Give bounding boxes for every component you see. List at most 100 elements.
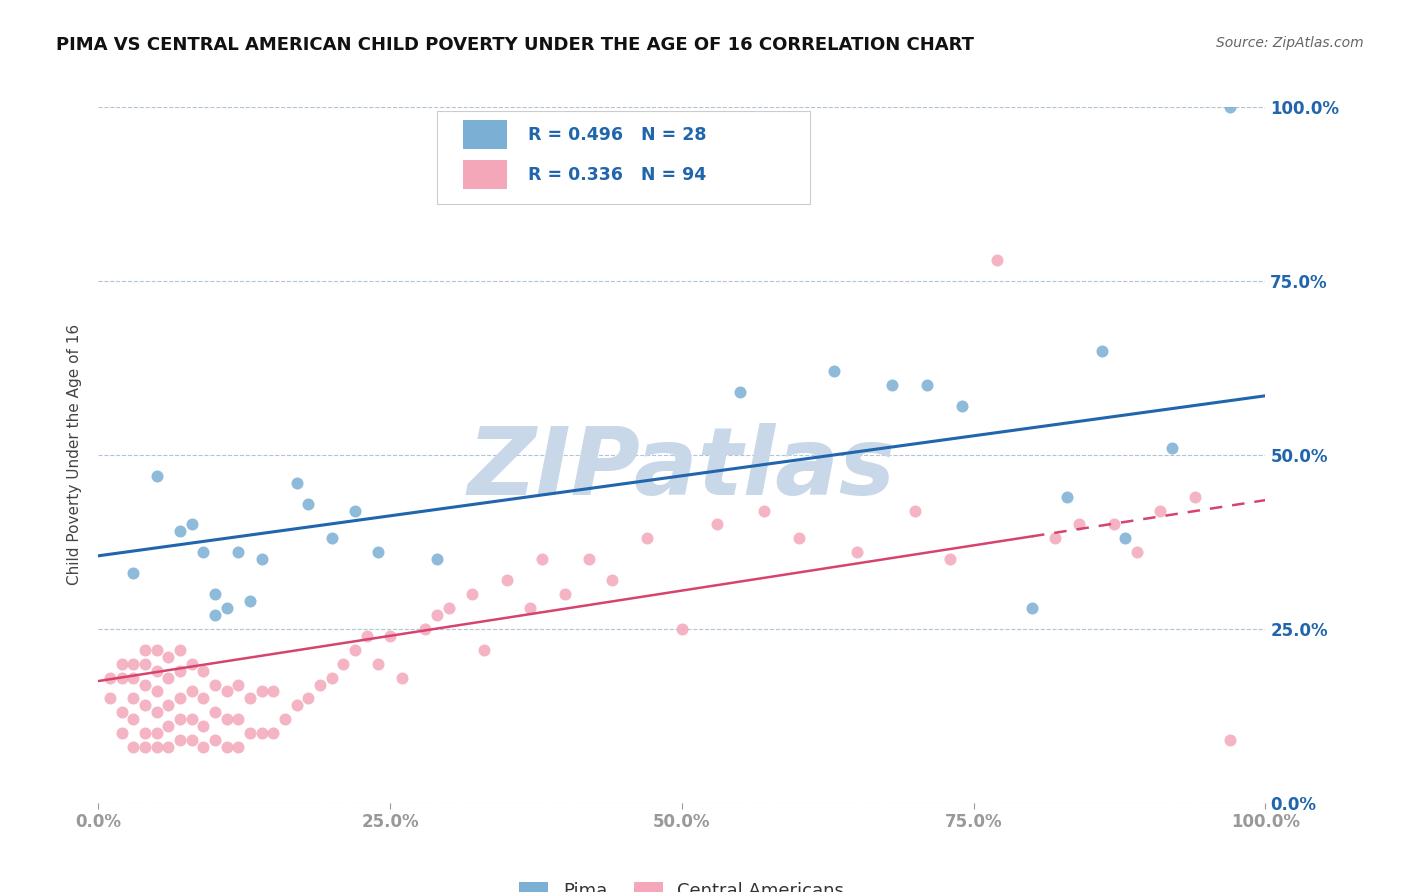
Point <box>180 657 202 671</box>
Point <box>519 601 541 615</box>
Text: PIMA VS CENTRAL AMERICAN CHILD POVERTY UNDER THE AGE OF 16 CORRELATION CHART: PIMA VS CENTRAL AMERICAN CHILD POVERTY U… <box>56 36 974 54</box>
Point <box>134 740 156 755</box>
Point <box>321 532 343 546</box>
Point <box>262 684 284 698</box>
Point <box>122 740 145 755</box>
Point <box>472 642 495 657</box>
Point <box>426 552 449 566</box>
Text: ZIPatlas: ZIPatlas <box>468 423 896 515</box>
Point <box>321 671 343 685</box>
Point <box>461 587 484 601</box>
Text: R = 0.496   N = 28: R = 0.496 N = 28 <box>527 126 706 144</box>
Point <box>1161 441 1184 455</box>
Point <box>1056 490 1078 504</box>
Point <box>880 378 903 392</box>
Text: Source: ZipAtlas.com: Source: ZipAtlas.com <box>1216 36 1364 50</box>
Point <box>285 698 308 713</box>
Point <box>1219 733 1241 747</box>
Point <box>636 532 658 546</box>
Point <box>169 691 191 706</box>
Point <box>297 497 319 511</box>
Point <box>169 712 191 726</box>
Point <box>578 552 600 566</box>
Point <box>169 642 191 657</box>
Point <box>215 601 238 615</box>
Point <box>157 719 180 733</box>
Point <box>157 649 180 664</box>
Point <box>437 601 460 615</box>
Point <box>193 719 215 733</box>
Point <box>1126 545 1149 559</box>
Point <box>146 468 169 483</box>
Point <box>823 364 845 378</box>
Point <box>787 532 810 546</box>
Point <box>111 657 134 671</box>
FancyBboxPatch shape <box>437 111 810 204</box>
Point <box>600 573 623 587</box>
Point <box>204 607 226 622</box>
Point <box>297 691 319 706</box>
Point <box>122 671 145 685</box>
Point <box>157 740 180 755</box>
Point <box>215 712 238 726</box>
Point <box>193 664 215 678</box>
Point <box>146 740 169 755</box>
Point <box>262 726 284 740</box>
Point <box>204 706 226 720</box>
Point <box>285 475 308 490</box>
Point <box>122 691 145 706</box>
Point <box>939 552 962 566</box>
Point <box>180 733 202 747</box>
Point <box>122 657 145 671</box>
Point <box>228 677 250 691</box>
Point <box>134 698 156 713</box>
Point <box>752 503 775 517</box>
Point <box>332 657 354 671</box>
Point <box>344 642 367 657</box>
Point <box>1067 517 1090 532</box>
Point <box>228 545 250 559</box>
Point <box>1219 100 1241 114</box>
Point <box>530 552 553 566</box>
Point <box>1114 532 1136 546</box>
Point <box>239 726 262 740</box>
Point <box>111 726 134 740</box>
FancyBboxPatch shape <box>463 160 506 189</box>
Point <box>157 698 180 713</box>
Point <box>356 629 378 643</box>
Point <box>180 712 202 726</box>
Point <box>146 726 169 740</box>
Point <box>146 684 169 698</box>
Point <box>344 503 367 517</box>
Point <box>554 587 576 601</box>
Point <box>169 733 191 747</box>
Point <box>274 712 297 726</box>
Point <box>146 642 169 657</box>
Point <box>122 566 145 581</box>
Point <box>122 712 145 726</box>
Point <box>915 378 938 392</box>
Point <box>134 657 156 671</box>
Point <box>169 524 191 539</box>
Point <box>134 677 156 691</box>
Point <box>134 642 156 657</box>
Point <box>134 726 156 740</box>
Point <box>146 664 169 678</box>
Point <box>98 671 121 685</box>
Legend: Pima, Central Americans: Pima, Central Americans <box>512 874 852 892</box>
Point <box>157 671 180 685</box>
Point <box>193 691 215 706</box>
Point <box>1021 601 1043 615</box>
Point <box>250 552 273 566</box>
Point <box>250 726 273 740</box>
Point <box>1045 532 1067 546</box>
Point <box>309 677 332 691</box>
Point <box>391 671 413 685</box>
Point <box>180 684 202 698</box>
Point <box>111 706 134 720</box>
Point <box>367 657 389 671</box>
Point <box>250 684 273 698</box>
Point <box>146 706 169 720</box>
Point <box>413 622 436 636</box>
Point <box>215 740 238 755</box>
